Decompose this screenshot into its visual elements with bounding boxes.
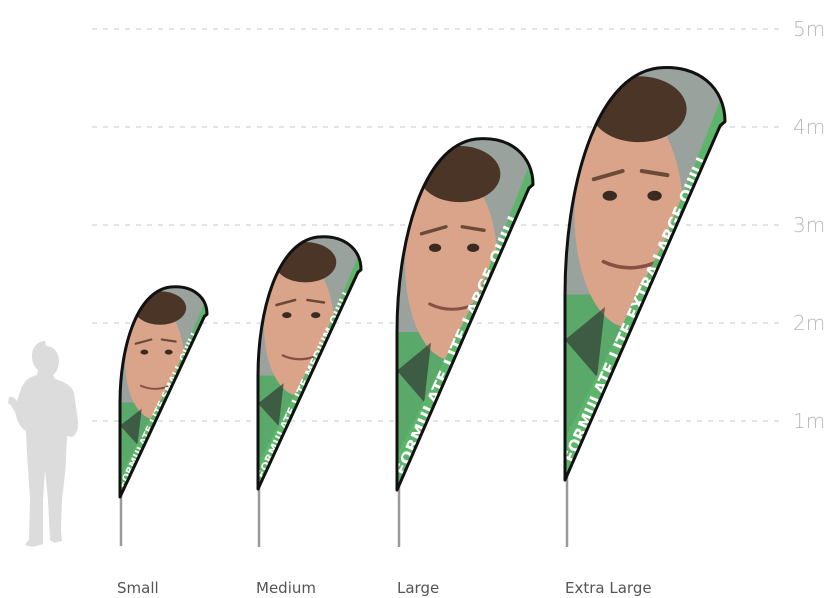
person-silhouette <box>8 341 79 547</box>
flag-border-extra-large <box>563 66 727 482</box>
size-label-large: Large <box>397 579 440 597</box>
height-label-1m: 1m <box>793 409 825 433</box>
flag-border-small <box>118 285 209 499</box>
flag-large: FORMULATE LITE LARGE QUILL <box>393 137 535 547</box>
size-label-small: Small <box>117 579 159 597</box>
flag-medium: FORMULATE LITE MEDIUM QUILL <box>256 235 363 547</box>
person-silhouette-icon <box>8 341 79 547</box>
height-label-3m: 3m <box>793 213 825 237</box>
flag-small: FORMULATE LITE SMALL QUILL <box>118 285 209 546</box>
flag-border-medium <box>256 235 363 491</box>
height-label-4m: 4m <box>793 115 825 139</box>
flag-border-large <box>395 137 535 492</box>
flag-extra-large: FORMULATE LITE EXTRA LARGE QUILL <box>559 66 727 547</box>
size-label-extra-large: Extra Large <box>565 579 652 597</box>
flags: FORMULATE LITE SMALL QUILL FORMULATE LITE… <box>118 66 727 547</box>
size-label-medium: Medium <box>256 579 316 597</box>
height-gridlines: 1m 2m 3m 4m 5m <box>92 17 825 433</box>
height-label-5m: 5m <box>793 17 825 41</box>
height-label-2m: 2m <box>793 311 825 335</box>
